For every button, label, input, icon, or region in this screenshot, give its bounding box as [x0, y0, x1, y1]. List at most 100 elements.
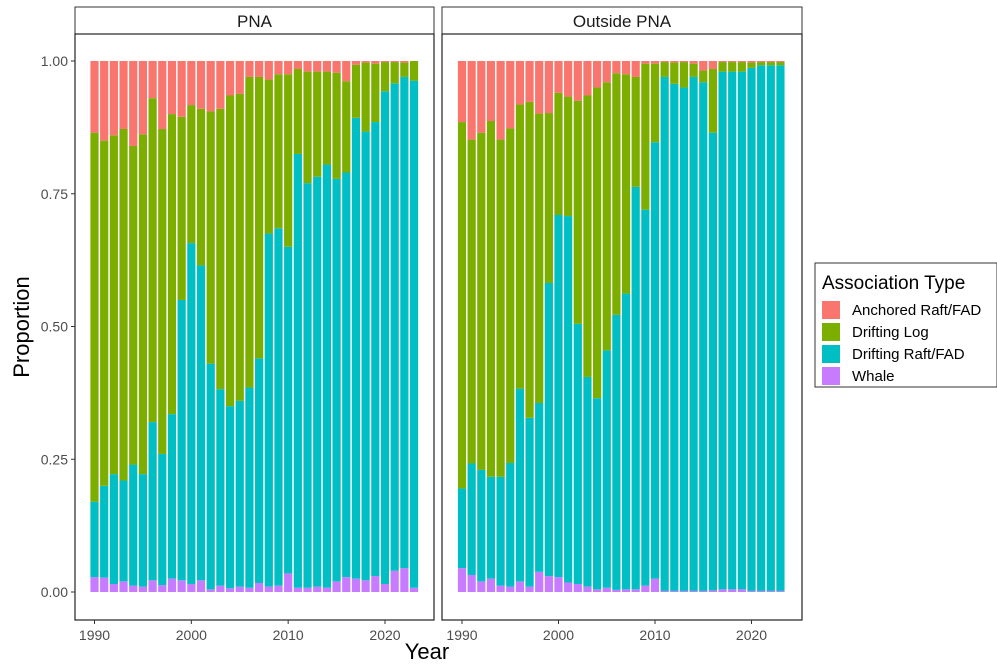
bar-anchored-raft-fad-1991 — [467, 61, 476, 140]
bar-anchored-raft-fad-2016 — [708, 61, 717, 69]
y-axis-title: Proportion — [9, 276, 34, 378]
bar-drifting-log-2015 — [699, 70, 708, 83]
x-tick-label: 1990 — [446, 627, 477, 643]
bar-drifting-raft-fad-2006 — [612, 314, 621, 590]
bar-drifting-raft-fad-1993 — [119, 480, 128, 582]
bar-drifting-raft-fad-2004 — [225, 406, 235, 589]
bar-drifting-raft-fad-1999 — [177, 299, 186, 581]
bar-drifting-log-2011 — [293, 68, 302, 154]
bar-drifting-raft-fad-2001 — [196, 265, 206, 581]
bar-drifting-raft-fad-2004 — [593, 398, 602, 590]
bar-drifting-raft-fad-2014 — [322, 164, 331, 588]
bar-drifting-raft-fad-2015 — [332, 178, 341, 582]
bar-anchored-raft-fad-2019 — [737, 61, 746, 63]
legend-box — [814, 262, 997, 388]
bar-whale-2007 — [621, 589, 631, 592]
bar-anchored-raft-fad-1996 — [515, 61, 524, 105]
bar-drifting-log-2012 — [670, 62, 679, 84]
bar-drifting-log-2005 — [235, 93, 244, 401]
bar-anchored-raft-fad-2002 — [573, 61, 582, 101]
bar-drifting-log-2017 — [351, 64, 361, 118]
bar-drifting-raft-fad-1993 — [486, 476, 496, 579]
bar-drifting-raft-fad-2010 — [284, 246, 293, 574]
y-tick-label: 1.00 — [41, 53, 68, 69]
bar-whale-2019 — [737, 589, 746, 592]
bar-drifting-log-1995 — [506, 128, 515, 463]
bar-whale-2006 — [612, 589, 621, 592]
bar-anchored-raft-fad-2003 — [583, 61, 592, 96]
bar-whale-1992 — [109, 584, 118, 592]
legend-swatch-drifting-log — [822, 323, 840, 341]
x-tick-label: 2000 — [176, 627, 207, 643]
bar-drifting-raft-fad-2009 — [641, 209, 650, 586]
bar-drifting-log-2005 — [602, 82, 611, 351]
bar-whale-2021 — [390, 570, 399, 592]
facet-title-pna: PNA — [237, 12, 273, 31]
bar-drifting-raft-fad-2019 — [371, 122, 380, 577]
bar-whale-1996 — [148, 580, 157, 592]
legend-swatch-drifting-raft-fad — [822, 345, 840, 363]
y-tick-label: 0.25 — [41, 451, 68, 467]
bar-drifting-log-1995 — [138, 134, 148, 475]
bar-drifting-raft-fad-2003 — [216, 389, 225, 586]
bar-anchored-raft-fad-2019 — [371, 61, 380, 64]
x-axis-title: Year — [405, 639, 449, 662]
bar-whale-2022 — [400, 568, 409, 592]
x-tick-label: 2020 — [736, 627, 767, 643]
bar-drifting-log-1999 — [544, 113, 553, 283]
bar-anchored-raft-fad-2011 — [293, 61, 302, 69]
bar-drifting-raft-fad-2010 — [650, 142, 660, 579]
bar-anchored-raft-fad-2013 — [679, 61, 689, 63]
bar-drifting-log-1999 — [177, 116, 186, 300]
bar-anchored-raft-fad-2008 — [264, 61, 273, 80]
bar-anchored-raft-fad-2013 — [313, 61, 322, 72]
bar-drifting-log-2001 — [564, 96, 573, 217]
bar-whale-2016 — [342, 577, 351, 592]
bar-drifting-raft-fad-2014 — [689, 76, 698, 591]
bar-drifting-raft-fad-2021 — [390, 83, 399, 571]
bar-whale-1999 — [544, 576, 553, 592]
bar-whale-2018 — [361, 580, 370, 592]
bar-drifting-log-2019 — [737, 62, 746, 72]
bar-drifting-raft-fad-1995 — [506, 462, 515, 587]
bar-drifting-log-2016 — [708, 68, 717, 133]
bar-anchored-raft-fad-2009 — [274, 61, 283, 75]
bar-drifting-raft-fad-2011 — [293, 153, 302, 588]
bar-whale-2009 — [641, 585, 650, 592]
bar-whale-2004 — [593, 589, 602, 592]
bar-anchored-raft-fad-2006 — [612, 61, 621, 74]
bar-whale-1994 — [129, 585, 138, 592]
bar-drifting-raft-fad-2021 — [757, 65, 766, 591]
bar-whale-2006 — [245, 587, 254, 592]
bar-drifting-log-2015 — [332, 72, 341, 179]
bar-drifting-log-2017 — [718, 62, 727, 72]
bar-drifting-log-1998 — [167, 114, 177, 415]
bar-drifting-raft-fad-2022 — [400, 76, 409, 569]
bar-whale-1995 — [138, 586, 148, 592]
bar-drifting-log-1993 — [119, 128, 128, 481]
bar-anchored-raft-fad-2020 — [380, 61, 390, 63]
bar-anchored-raft-fad-1999 — [544, 61, 553, 114]
bar-anchored-raft-fad-1991 — [100, 61, 109, 141]
bar-drifting-log-2004 — [593, 87, 602, 399]
bar-drifting-raft-fad-2020 — [380, 91, 390, 585]
bar-drifting-raft-fad-2015 — [699, 82, 708, 591]
bar-anchored-raft-fad-2012 — [670, 61, 679, 63]
bar-whale-1997 — [525, 586, 534, 592]
bar-drifting-raft-fad-1990 — [90, 501, 99, 578]
legend-swatch-anchored-raft-fad — [822, 301, 840, 319]
bar-anchored-raft-fad-1996 — [148, 61, 157, 99]
x-tick-label: 2020 — [369, 627, 400, 643]
bar-anchored-raft-fad-2010 — [284, 61, 293, 75]
bar-whale-1991 — [100, 577, 109, 592]
facet-title-outside-pna: Outside PNA — [573, 12, 672, 31]
bar-whale-1998 — [535, 571, 544, 592]
bar-anchored-raft-fad-2005 — [602, 61, 611, 83]
bar-whale-2014 — [689, 590, 698, 592]
bar-drifting-raft-fad-2001 — [564, 216, 573, 583]
bar-drifting-raft-fad-2016 — [708, 132, 717, 591]
bar-whale-2008 — [264, 586, 273, 592]
bar-drifting-raft-fad-2012 — [303, 183, 312, 588]
bar-drifting-raft-fad-2017 — [718, 71, 727, 590]
bar-whale-2009 — [274, 585, 283, 592]
